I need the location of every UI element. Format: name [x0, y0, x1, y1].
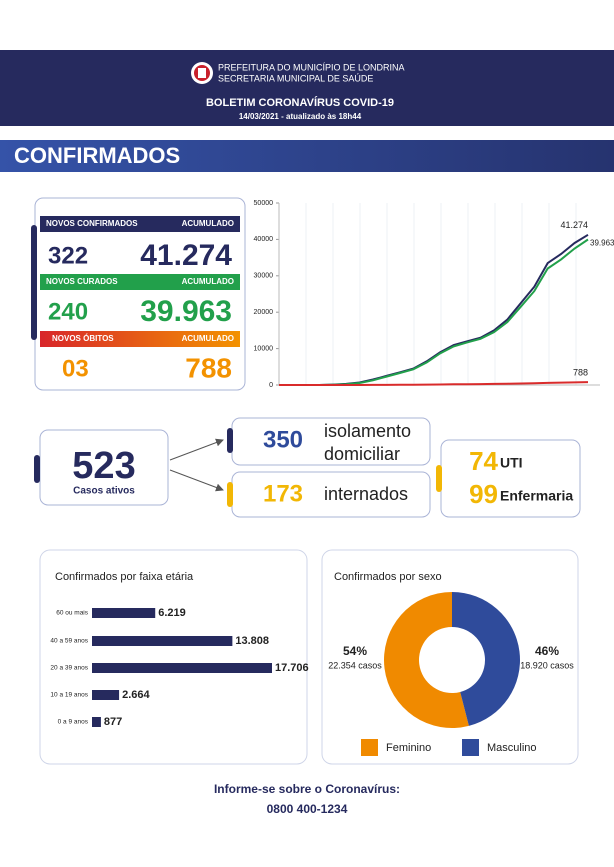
header-line: PREFEITURA DO MUNICÍPIO DE LONDRINA	[218, 62, 405, 72]
y-tick-label: 20000	[254, 309, 274, 316]
value-label: 17.706	[275, 662, 309, 674]
legend-swatch	[361, 739, 378, 756]
accent	[227, 482, 233, 507]
arrow	[169, 438, 224, 461]
beds-label: UTI	[500, 455, 523, 471]
end-label: 39.963	[590, 239, 614, 248]
stat-label: NOVOS ÓBITOS	[52, 334, 114, 343]
value-label: 2.664	[122, 689, 150, 701]
legend-swatch	[462, 739, 479, 756]
value-label: 6.219	[158, 607, 186, 619]
bar-panel	[39, 549, 308, 765]
category-label: 20 a 39 anos	[50, 665, 88, 672]
category-label: 40 a 59 anos	[50, 638, 88, 645]
stat-total: 788	[185, 352, 232, 383]
value-label: 54%	[343, 644, 367, 658]
stat-bar	[40, 274, 240, 290]
beds-label: Enfermaria	[500, 488, 573, 504]
header-band	[0, 50, 614, 126]
pie-panel	[321, 549, 579, 765]
section-band	[0, 140, 614, 172]
series-line	[279, 233, 589, 386]
footer-text: Informe-se sobre o Coronavírus:	[214, 782, 400, 796]
stat-bar	[40, 331, 240, 347]
chart-title: Confirmados por sexo	[334, 571, 442, 583]
beds-value: 74	[469, 446, 498, 476]
end-label: 41.274	[560, 220, 588, 230]
stat-total: 41.274	[140, 239, 232, 272]
sub-label: 22.354 casos	[328, 660, 382, 670]
y-tick-label: 30000	[254, 273, 274, 280]
stat-bar	[40, 216, 240, 232]
value-label: 13.808	[235, 635, 269, 647]
stat-new: 240	[48, 298, 88, 325]
stat-label: ACUMULADO	[182, 219, 234, 228]
series-line	[279, 381, 589, 386]
hospital-label: internados	[324, 484, 408, 504]
stat-total: 39.963	[140, 295, 232, 328]
beds-value: 99	[469, 479, 498, 509]
section-title: CONFIRMADOS	[14, 143, 180, 168]
header-line: SECRETARIA MUNICIPAL DE SAÚDE	[218, 73, 373, 83]
active-value: 523	[72, 445, 135, 487]
header-title: BOLETIM CORONAVÍRUS COVID-19	[206, 96, 394, 109]
stat-new: 322	[48, 242, 88, 269]
bar	[92, 663, 272, 673]
y-tick-label: 50000	[254, 200, 274, 207]
y-tick-label: 40000	[254, 236, 274, 243]
bar	[92, 636, 233, 646]
isolation-label: domiciliar	[324, 444, 400, 464]
accent	[31, 225, 37, 340]
stat-label: NOVOS CURADOS	[46, 277, 118, 286]
logo	[191, 62, 213, 84]
accent	[34, 455, 40, 483]
y-tick-label: 0	[269, 382, 273, 389]
pie-chart: 54% 22.354 casos Feminino 46% 18.920 casos Ma…	[328, 592, 574, 756]
bar-chart: 60 ou mais 6.219 40 a 59 anos 13.808 20 a 39…	[50, 607, 308, 728]
category-label: 60 ou mais	[56, 610, 89, 617]
value-label: 877	[104, 716, 122, 728]
header-date: 14/03/2021 - atualizado às 18h44	[239, 112, 362, 121]
hospital-value: 173	[263, 480, 303, 507]
end-label: 788	[573, 368, 588, 378]
accent	[436, 465, 442, 492]
chart-title: Confirmados por faixa etária	[55, 571, 194, 583]
stat-new: 03	[62, 355, 89, 382]
footer-phone: 0800 400-1234	[267, 802, 348, 816]
stat-label: ACUMULADO	[182, 277, 234, 286]
sub-label: 18.920 casos	[520, 660, 574, 670]
category-label: 10 a 19 anos	[50, 692, 88, 699]
pie-slice	[452, 592, 520, 726]
active-label: Casos ativos	[73, 486, 135, 497]
category-label: 0 a 9 anos	[58, 719, 89, 726]
value-label: 46%	[535, 644, 559, 658]
isolation-label: isolamento	[324, 421, 411, 441]
bar	[92, 608, 156, 618]
beds-box	[440, 439, 581, 518]
bar	[92, 690, 120, 700]
legend-label: Masculino	[487, 742, 537, 754]
accent	[227, 428, 233, 453]
isolation-value: 350	[263, 426, 303, 453]
y-tick-label: 10000	[254, 345, 274, 352]
bar	[92, 717, 101, 727]
pie-slice	[383, 592, 469, 728]
stat-label: ACUMULADO	[182, 334, 234, 343]
legend-label: Feminino	[386, 742, 431, 754]
arrow	[169, 469, 224, 492]
series-line	[279, 238, 589, 386]
stat-label: NOVOS CONFIRMADOS	[46, 219, 138, 228]
